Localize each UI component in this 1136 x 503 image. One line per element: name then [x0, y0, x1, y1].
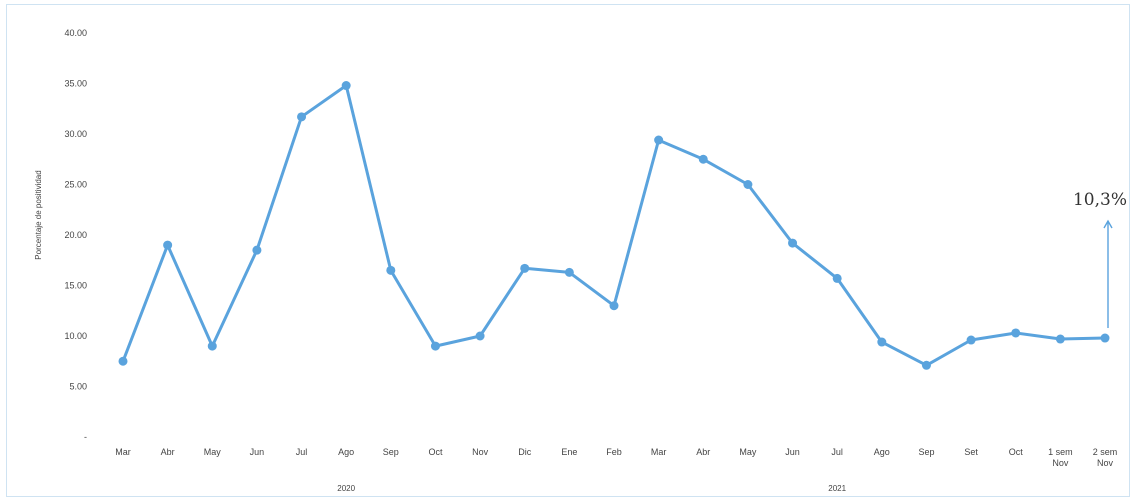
x-tick-label: Nov — [1097, 458, 1114, 468]
x-tick-label: Jun — [785, 447, 800, 457]
data-point — [788, 238, 798, 248]
x-tick-label: Nov — [1052, 458, 1069, 468]
annotation-arrowhead — [1103, 219, 1113, 229]
x-tick-label: Set — [964, 447, 978, 457]
year-group-label: 2021 — [828, 484, 846, 493]
data-point — [475, 331, 485, 341]
data-point — [832, 273, 842, 283]
x-tick-label: Dic — [518, 447, 531, 457]
x-tick-label: Mar — [651, 447, 667, 457]
data-point — [609, 301, 619, 311]
x-tick-label: Oct — [1009, 447, 1024, 457]
x-tick-label: Ago — [338, 447, 354, 457]
x-tick-label: May — [204, 447, 222, 457]
data-point — [1055, 334, 1065, 344]
x-tick-label: Abr — [161, 447, 175, 457]
series-line — [121, 84, 1107, 367]
data-point — [966, 335, 976, 345]
x-tick-label: Jul — [296, 447, 308, 457]
x-tick-labels: Mar Abr May Jun Jul Ago Sep Oct Nov Dic Ene Feb Mar A… — [115, 447, 1117, 468]
data-point — [743, 180, 753, 189]
x-tick-label: Mar — [115, 447, 131, 457]
x-tick-label: Jul — [831, 447, 843, 457]
data-point — [252, 245, 262, 255]
data-point — [654, 135, 664, 145]
data-point — [341, 81, 351, 91]
series-points — [118, 81, 1110, 370]
data-point — [386, 265, 396, 275]
x-tick-label: Sep — [918, 447, 934, 457]
year-group-label: 2020 — [337, 484, 355, 493]
x-tick-label: Ago — [874, 447, 890, 457]
x-tick-label: Ene — [561, 447, 577, 457]
data-point — [118, 356, 128, 366]
x-tick-label: Sep — [383, 447, 399, 457]
data-point — [564, 267, 574, 277]
x-tick-label: Jun — [250, 447, 265, 457]
y-tick-label: 20.00 — [64, 230, 87, 240]
x-tick-label: 2 sem — [1093, 447, 1118, 457]
x-tick-label: Oct — [428, 447, 443, 457]
data-point — [163, 240, 173, 250]
y-axis-title-group: Porcentaje de positividad — [34, 170, 43, 259]
x-tick-label: Nov — [472, 447, 489, 457]
x-tick-label: 1 sem — [1048, 447, 1073, 457]
data-point — [698, 154, 708, 164]
data-point — [877, 337, 887, 347]
y-tick-label: 35.00 — [64, 79, 87, 89]
year-group-labels: 2020 2021 — [337, 484, 846, 493]
y-tick-label: 40.00 — [64, 28, 87, 38]
x-tick-label: May — [739, 447, 757, 457]
y-tick-label: 10.00 — [64, 331, 87, 341]
y-tick-labels: - 5.00 10.00 15.00 20.00 25.00 30.00 35.00 40.00 — [64, 28, 87, 442]
y-axis-title: Porcentaje de positividad — [34, 170, 43, 259]
annotation-group: 10,3% — [1073, 190, 1127, 329]
data-point — [207, 341, 217, 351]
y-tick-label: 30.00 — [64, 129, 87, 139]
data-point — [520, 263, 530, 273]
data-point — [921, 360, 931, 370]
y-tick-label: 5.00 — [69, 382, 87, 392]
data-point — [297, 112, 307, 122]
line-chart: Porcentaje de positividad - 5.00 10.00 15.0… — [34, 28, 1127, 493]
chart-frame: Porcentaje de positividad - 5.00 10.00 15.0… — [6, 4, 1130, 497]
x-tick-label: Abr — [696, 447, 710, 457]
x-tick-label: Feb — [606, 447, 622, 457]
y-tick-label: 15.00 — [64, 281, 87, 291]
y-tick-label: 25.00 — [64, 180, 87, 190]
y-tick-label: - — [84, 432, 87, 442]
data-point — [1011, 328, 1021, 338]
data-point — [1100, 333, 1110, 343]
data-point — [430, 341, 440, 351]
annotation-label: 10,3% — [1073, 190, 1127, 210]
series-line-group — [121, 84, 1107, 367]
